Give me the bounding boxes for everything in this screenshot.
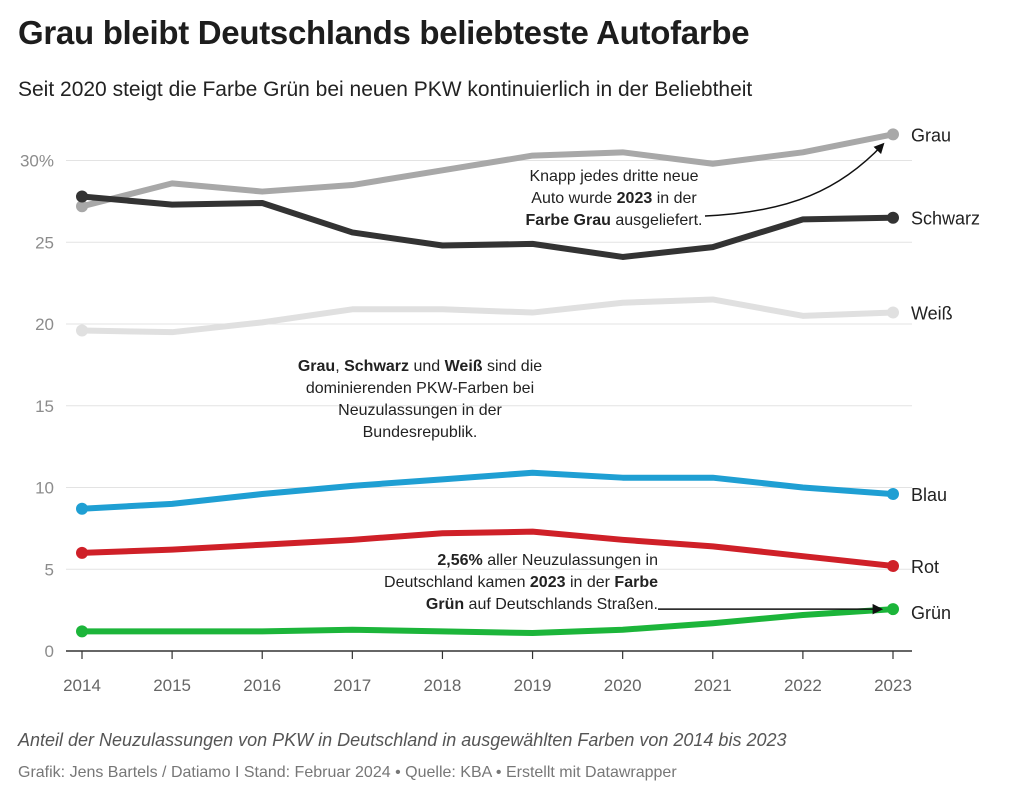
series-line-rot	[79, 528, 896, 569]
source-author: Grafik: Jens Bartels / Datiamo I Stand: …	[18, 764, 391, 781]
x-tick-label: 2019	[514, 676, 552, 695]
y-tick-label: 25	[35, 233, 54, 252]
series-label: Grün	[911, 603, 951, 623]
annotation-dominant-colors: Grau, Schwarz und Weiß sind die dominier…	[297, 358, 543, 441]
arrow-grau	[704, 142, 885, 217]
series-label: Schwarz	[911, 209, 980, 229]
series-label: Grau	[911, 125, 951, 145]
x-tick-label: 2022	[784, 676, 822, 695]
series-end-point	[887, 128, 899, 141]
series-label: Weiß	[911, 304, 953, 324]
x-tick-label: 2023	[874, 676, 912, 695]
x-tick-label: 2018	[424, 676, 462, 695]
y-tick-label: 15	[35, 397, 54, 416]
source-tool: Erstellt mit Datawrapper	[505, 764, 677, 781]
chart-source: Grafik: Jens Bartels / Datiamo I Stand: …	[18, 764, 677, 781]
x-tick-label: 2021	[694, 676, 732, 695]
x-axis: 2014 2015 2016 2017 2018 2019 2020 2021 2022 2023	[63, 650, 912, 695]
series-start-point	[76, 625, 88, 638]
y-axis-ticks: 0 5 10 15 20 25 30%	[20, 152, 54, 662]
series-start-point	[76, 190, 88, 203]
series-start-point	[76, 546, 88, 559]
annotation-grau: Knapp jedes dritte neue Auto wurde 2023 …	[525, 168, 703, 229]
chart-title: Grau bleibt Deutschlands beliebteste Aut…	[18, 14, 750, 51]
series-start-point	[76, 200, 88, 213]
x-tick-label: 2017	[333, 676, 371, 695]
series-end-point	[887, 488, 899, 501]
source-quelle: Quelle: KBA	[405, 764, 492, 781]
x-tick-label: 2015	[153, 676, 191, 695]
series-label: Blau	[911, 485, 947, 505]
x-tick-label: 2020	[604, 676, 642, 695]
series-end-point	[887, 211, 899, 224]
series-start-point	[76, 502, 88, 515]
series-end-point	[887, 306, 899, 319]
y-tick-label: 0	[45, 642, 54, 661]
series-labels: Grau Schwarz Weiß Blau Rot Grün	[911, 125, 980, 623]
y-tick-label: 20	[35, 315, 54, 334]
y-tick-label: 30%	[20, 152, 54, 171]
series-end-point	[887, 559, 899, 572]
series-label: Rot	[911, 557, 939, 577]
annotation-gruen: 2,56% aller Neuzulassungen in Deutschlan…	[384, 552, 658, 613]
y-tick-label: 5	[45, 560, 54, 579]
series-end-point	[887, 603, 899, 616]
series-line-schwarz	[79, 193, 896, 260]
series-line-blau	[79, 469, 896, 512]
x-tick-label: 2014	[63, 676, 101, 695]
y-tick-label: 10	[35, 479, 54, 498]
annotation-arrows	[658, 142, 885, 615]
series-line-grau	[79, 131, 896, 210]
x-tick-label: 2016	[243, 676, 281, 695]
chart-subtitle: Seit 2020 steigt die Farbe Grün bei neue…	[18, 78, 753, 101]
series-lines	[76, 128, 899, 638]
series-line-grün	[79, 606, 896, 637]
series-start-point	[76, 324, 88, 337]
series-line-weiß	[79, 296, 896, 336]
chart-caption: Anteil der Neuzulassungen von PKW in Deu…	[18, 730, 787, 750]
